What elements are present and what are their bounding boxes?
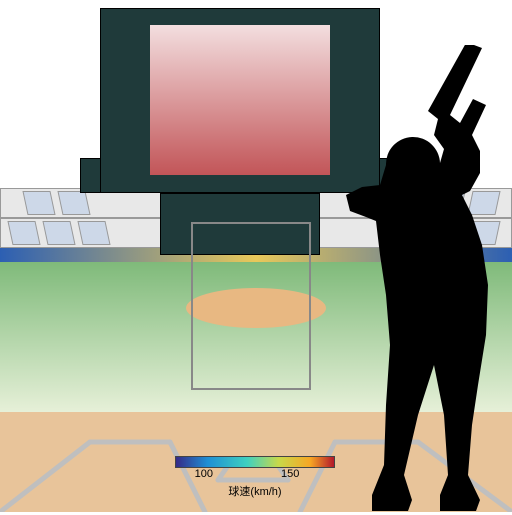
batter-silhouette	[300, 45, 512, 515]
velocity-tick: 100	[195, 468, 213, 480]
velocity-tick: 150	[281, 468, 299, 480]
velocity-colorbar	[175, 456, 335, 468]
velocity-axis-label: 球速(km/h)	[175, 483, 335, 499]
baseball-pitch-scene: 100 150 球速(km/h)	[0, 0, 512, 512]
strike-zone	[191, 222, 311, 390]
velocity-ticks: 100 150	[175, 468, 335, 482]
velocity-legend: 100 150 球速(km/h)	[175, 456, 335, 499]
